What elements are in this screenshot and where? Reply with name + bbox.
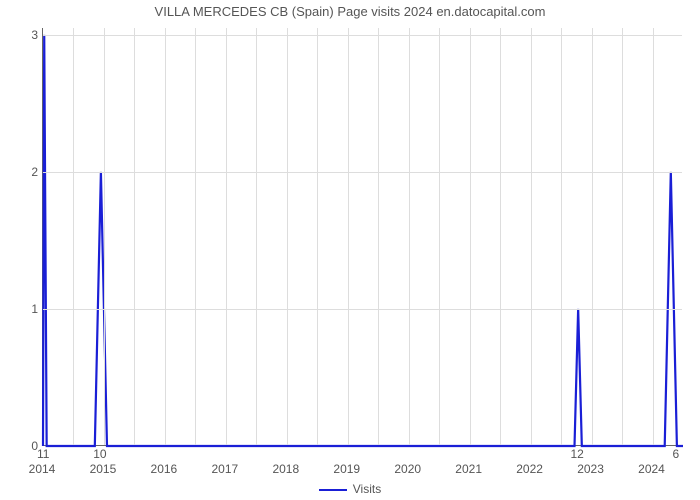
peak-label: 11: [37, 447, 49, 461]
x-tick-label: 2019: [333, 462, 360, 476]
gridline-vertical: [317, 28, 318, 445]
gridline-vertical: [348, 28, 349, 445]
x-tick-label: 2014: [29, 462, 56, 476]
gridline-vertical: [195, 28, 196, 445]
y-tick-label: 3: [8, 28, 38, 42]
gridline-horizontal: [43, 172, 682, 173]
gridline-vertical: [439, 28, 440, 445]
gridline-vertical: [226, 28, 227, 445]
x-tick-label: 2020: [394, 462, 421, 476]
gridline-vertical: [653, 28, 654, 445]
peak-label: 6: [673, 447, 680, 461]
gridline-vertical: [256, 28, 257, 445]
gridline-vertical: [165, 28, 166, 445]
x-tick-label: 2017: [211, 462, 238, 476]
x-tick-label: 2015: [90, 462, 117, 476]
gridline-vertical: [622, 28, 623, 445]
gridline-vertical: [134, 28, 135, 445]
gridline-vertical: [73, 28, 74, 445]
visits-chart: VILLA MERCEDES CB (Spain) Page visits 20…: [0, 0, 700, 500]
gridline-horizontal: [43, 35, 682, 36]
gridline-vertical: [378, 28, 379, 445]
legend: Visits: [0, 482, 700, 496]
chart-title: VILLA MERCEDES CB (Spain) Page visits 20…: [0, 4, 700, 19]
peak-label: 10: [93, 447, 106, 461]
gridline-vertical: [561, 28, 562, 445]
gridline-vertical: [104, 28, 105, 445]
x-tick-label: 2021: [455, 462, 482, 476]
plot-area: [42, 28, 682, 446]
legend-label: Visits: [353, 482, 381, 496]
gridline-vertical: [531, 28, 532, 445]
legend-swatch: [319, 489, 347, 491]
peak-label: 12: [570, 447, 583, 461]
gridline-vertical: [470, 28, 471, 445]
gridline-horizontal: [43, 309, 682, 310]
x-tick-label: 2016: [151, 462, 178, 476]
gridline-vertical: [409, 28, 410, 445]
gridline-vertical: [287, 28, 288, 445]
y-tick-label: 1: [8, 302, 38, 316]
y-tick-label: 0: [8, 439, 38, 453]
gridline-vertical: [592, 28, 593, 445]
visits-line: [43, 28, 683, 446]
x-tick-label: 2023: [577, 462, 604, 476]
x-tick-label: 2024: [638, 462, 665, 476]
x-tick-label: 2018: [272, 462, 299, 476]
gridline-vertical: [500, 28, 501, 445]
y-tick-label: 2: [8, 165, 38, 179]
x-tick-label: 2022: [516, 462, 543, 476]
